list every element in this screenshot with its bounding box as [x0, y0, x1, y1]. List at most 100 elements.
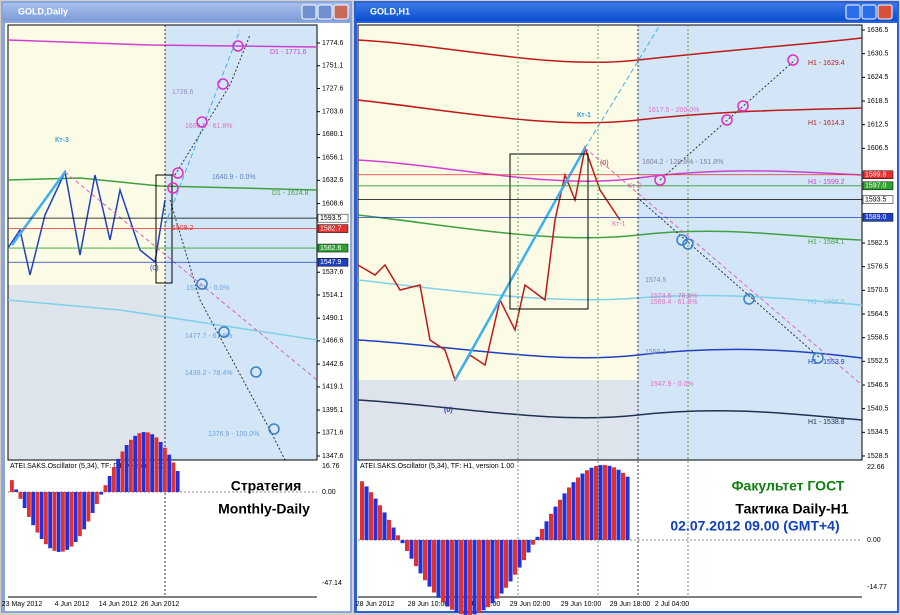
osc-bar — [141, 432, 146, 492]
price-tag — [862, 181, 894, 191]
price-label: 1727.6 — [322, 85, 344, 92]
osc-bar — [463, 540, 468, 615]
line — [7, 299, 318, 341]
price-label: 1537.6 — [322, 269, 344, 276]
close-button[interactable] — [877, 4, 893, 20]
osc-bar — [69, 492, 74, 547]
osc-bar — [625, 476, 630, 540]
osc-bar — [612, 467, 617, 540]
trend — [169, 199, 286, 461]
marker — [654, 174, 666, 186]
osc-bar — [103, 485, 108, 492]
osc-bar — [171, 462, 176, 492]
osc-bar — [39, 492, 44, 539]
price — [7, 169, 166, 276]
annotation: H1 - 1538.8 — [808, 419, 845, 426]
osc-bar — [441, 540, 446, 603]
osc-bar — [18, 492, 23, 499]
osc-bar — [175, 471, 180, 492]
osc-bar — [409, 540, 414, 559]
price-tag — [317, 224, 349, 233]
osc-bar — [86, 492, 91, 522]
annotation: (0) — [444, 407, 453, 414]
osc-bar — [418, 540, 423, 574]
osc-bar — [124, 445, 129, 492]
maximize-button[interactable] — [861, 4, 877, 20]
annotation: 1509.2 — [172, 225, 194, 232]
price-tag — [317, 213, 349, 223]
price-label: 1442.6 — [322, 361, 344, 368]
annotation: Кт-2 — [628, 183, 642, 190]
price-label: 1751.1 — [322, 63, 344, 70]
osc-bar — [508, 540, 513, 582]
line — [7, 39, 318, 48]
annotation: D1 - 1624.8 — [272, 190, 309, 197]
osc-bar — [522, 540, 527, 561]
trend — [64, 171, 318, 381]
line — [357, 399, 863, 421]
osc-bar — [52, 492, 57, 551]
osc-title: ATEI.SAKS.Oscillator (5,34), TF: D1, ver… — [10, 463, 164, 470]
osc-bar — [378, 505, 383, 540]
osc-bar — [495, 540, 500, 599]
price-label: 1546.5 — [867, 382, 889, 389]
osc-bar — [544, 521, 549, 540]
price-tag-label: 1597.0 — [865, 183, 887, 190]
minimize-button[interactable] — [301, 4, 317, 20]
price-label: 1656.1 — [322, 154, 344, 161]
marker — [172, 167, 184, 179]
marker — [787, 54, 799, 66]
price-tag-label: 1582.7 — [320, 225, 342, 232]
osc-bar — [477, 540, 482, 613]
osc-bar — [387, 519, 392, 540]
osc-bar — [454, 540, 459, 613]
osc-bar — [90, 492, 95, 513]
price-label: 1570.5 — [867, 287, 889, 294]
osc-bar — [99, 492, 104, 495]
osc-bar — [78, 492, 82, 537]
bg — [8, 285, 165, 460]
annotation: 1574.5 — [645, 277, 667, 284]
marker — [268, 423, 280, 435]
price-label: 1466.6 — [322, 338, 344, 345]
caption: 02.07.2012 09.00 (GMT+4) — [670, 518, 839, 534]
price-tag-label: 1562.6 — [320, 245, 342, 252]
osc-label: -47.14 — [322, 580, 342, 587]
title-bar — [356, 3, 897, 21]
marker — [812, 352, 824, 364]
osc-bar — [137, 433, 142, 492]
annotation: 1547.9 - 0.0% — [650, 381, 694, 388]
osc-bar — [531, 540, 536, 545]
marker — [196, 116, 208, 128]
price-tag-label: 1547.9 — [320, 259, 342, 266]
trend — [453, 147, 587, 381]
osc-bar — [585, 470, 590, 540]
osc-bar — [65, 492, 70, 550]
annotation: (0) — [600, 160, 609, 167]
price-tag — [317, 243, 349, 253]
minimize-button[interactable] — [845, 4, 861, 20]
marker — [167, 182, 179, 194]
osc-bar — [567, 487, 572, 540]
osc-bar — [369, 492, 374, 540]
maximize-button[interactable] — [317, 4, 333, 20]
annotation: H1 - 1584.1 — [808, 239, 845, 246]
bg — [638, 25, 862, 460]
close-button[interactable] — [333, 4, 349, 20]
osc-bar — [391, 527, 396, 540]
date-label: 29 Jun 02:00 — [510, 601, 551, 608]
annotation: 1690.9 - 61.8% — [185, 123, 232, 130]
osc-bar — [48, 492, 53, 549]
price-label: 1703.6 — [322, 109, 344, 116]
osc-bar — [540, 529, 545, 540]
osc-bar — [468, 540, 473, 615]
window-title: GOLD,Daily — [18, 6, 68, 16]
osc-bar — [95, 492, 99, 504]
price-label: 1395.1 — [322, 407, 344, 414]
bg — [8, 25, 165, 285]
line — [357, 339, 863, 359]
osc-bar — [445, 540, 450, 607]
osc-bar — [553, 506, 558, 540]
osc-bar — [486, 540, 491, 608]
date-label: 4 Jun 2012 — [55, 601, 90, 608]
